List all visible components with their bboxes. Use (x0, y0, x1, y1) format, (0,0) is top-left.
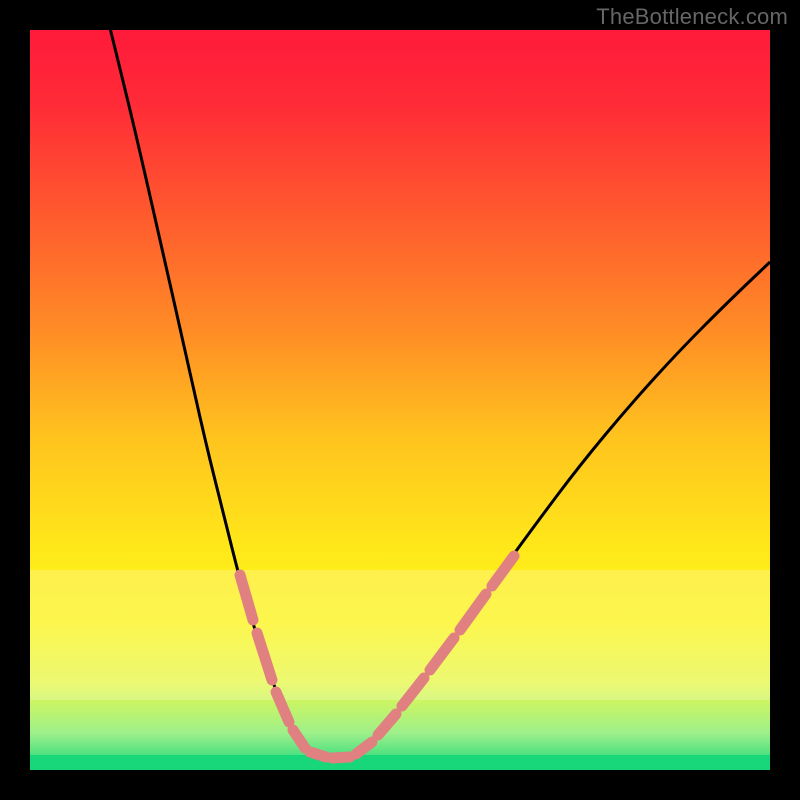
watermark-text: TheBottleneck.com (596, 4, 788, 30)
bottleneck-chart (0, 0, 800, 800)
overlay-segment (310, 752, 326, 757)
overlay-segment (332, 757, 350, 758)
pale-highlight-band (30, 570, 770, 700)
green-bottom-stripe (30, 755, 770, 770)
